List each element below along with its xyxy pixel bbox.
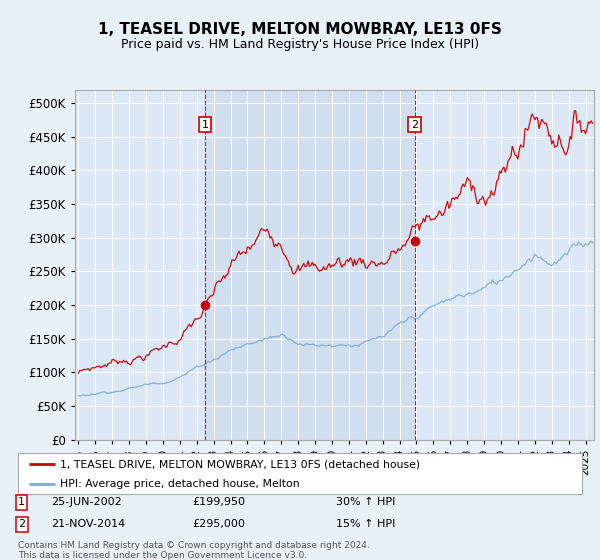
Text: HPI: Average price, detached house, Melton: HPI: Average price, detached house, Melt… [60, 479, 300, 489]
Text: Contains HM Land Registry data © Crown copyright and database right 2024.
This d: Contains HM Land Registry data © Crown c… [18, 541, 370, 560]
Text: 21-NOV-2014: 21-NOV-2014 [51, 519, 125, 529]
Text: 25-JUN-2002: 25-JUN-2002 [51, 497, 122, 507]
Text: 1: 1 [18, 497, 25, 507]
Text: 1, TEASEL DRIVE, MELTON MOWBRAY, LE13 0FS: 1, TEASEL DRIVE, MELTON MOWBRAY, LE13 0F… [98, 22, 502, 38]
Point [200, 301, 209, 310]
Text: 1, TEASEL DRIVE, MELTON MOWBRAY, LE13 0FS (detached house): 1, TEASEL DRIVE, MELTON MOWBRAY, LE13 0F… [60, 460, 421, 469]
Text: 2: 2 [18, 519, 25, 529]
Text: 15% ↑ HPI: 15% ↑ HPI [336, 519, 395, 529]
Text: 2: 2 [411, 120, 418, 129]
Text: £199,950: £199,950 [192, 497, 245, 507]
Text: 30% ↑ HPI: 30% ↑ HPI [336, 497, 395, 507]
Text: £295,000: £295,000 [192, 519, 245, 529]
Point [410, 236, 419, 245]
Text: Price paid vs. HM Land Registry's House Price Index (HPI): Price paid vs. HM Land Registry's House … [121, 38, 479, 50]
Text: 1: 1 [202, 120, 208, 129]
Bar [205, 90, 415, 440]
